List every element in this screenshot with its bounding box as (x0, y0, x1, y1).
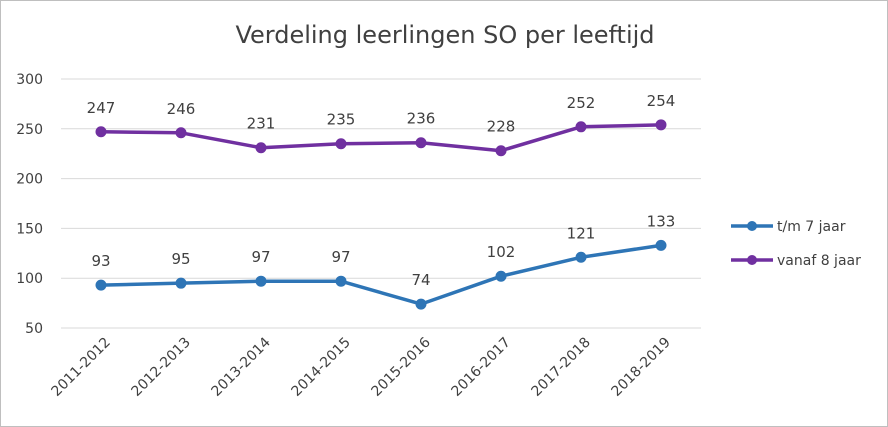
legend-label-1: t/m 7 jaar (777, 219, 846, 235)
data-point (335, 138, 347, 150)
y-tick-label: 200 (16, 172, 43, 188)
series-line-2 (100, 123, 662, 153)
data-label: 133 (647, 212, 676, 230)
data-label: 235 (327, 111, 356, 129)
data-point (415, 137, 427, 149)
chart-title: Verdeling leerlingen SO per leeftijd (235, 21, 655, 49)
x-tick-label: 2015-2016 (369, 334, 434, 399)
y-tick-label: 250 (16, 122, 43, 138)
data-label: 252 (567, 94, 596, 112)
data-label: 93 (91, 252, 110, 270)
x-tick-label: 2013-2014 (209, 334, 274, 399)
data-point (175, 277, 187, 289)
data-point (255, 142, 267, 154)
legend-marker-2 (747, 255, 757, 265)
data-point (95, 279, 107, 291)
data-point (335, 275, 347, 287)
data-point (655, 119, 667, 131)
x-tick-label: 2018-2019 (609, 335, 674, 400)
data-label: 74 (411, 271, 430, 289)
data-point (415, 298, 427, 310)
x-tick-label: 2016-2017 (449, 335, 514, 400)
y-tick-label: 100 (16, 271, 43, 287)
data-label: 247 (87, 99, 116, 117)
legend-marker-1 (747, 221, 757, 231)
data-point (495, 145, 507, 157)
data-label: 231 (247, 115, 276, 133)
data-label: 95 (171, 250, 190, 268)
data-point (255, 275, 267, 287)
series-line-1 (100, 243, 662, 306)
x-tick-label: 2017-2018 (529, 335, 594, 400)
data-point (655, 239, 667, 251)
x-tick-label: 2014-2015 (289, 335, 354, 400)
data-label: 254 (647, 92, 676, 110)
data-point (175, 127, 187, 139)
y-tick-label: 150 (16, 221, 43, 237)
data-label: 97 (331, 248, 350, 266)
x-tick-label: 2011-2012 (49, 335, 114, 400)
data-point (95, 126, 107, 138)
legend-label-2: vanaf 8 jaar (777, 253, 861, 269)
x-tick-label: 2012-2013 (129, 335, 194, 400)
data-label: 97 (251, 248, 270, 266)
data-point (575, 251, 587, 263)
data-label: 246 (167, 100, 196, 118)
y-tick-label: 50 (25, 321, 43, 337)
data-point (495, 270, 507, 282)
data-point (575, 121, 587, 133)
y-tick-label: 300 (16, 72, 43, 88)
data-label: 228 (487, 118, 516, 136)
data-label: 236 (407, 110, 436, 128)
data-label: 121 (567, 224, 596, 242)
data-label: 102 (487, 243, 516, 261)
